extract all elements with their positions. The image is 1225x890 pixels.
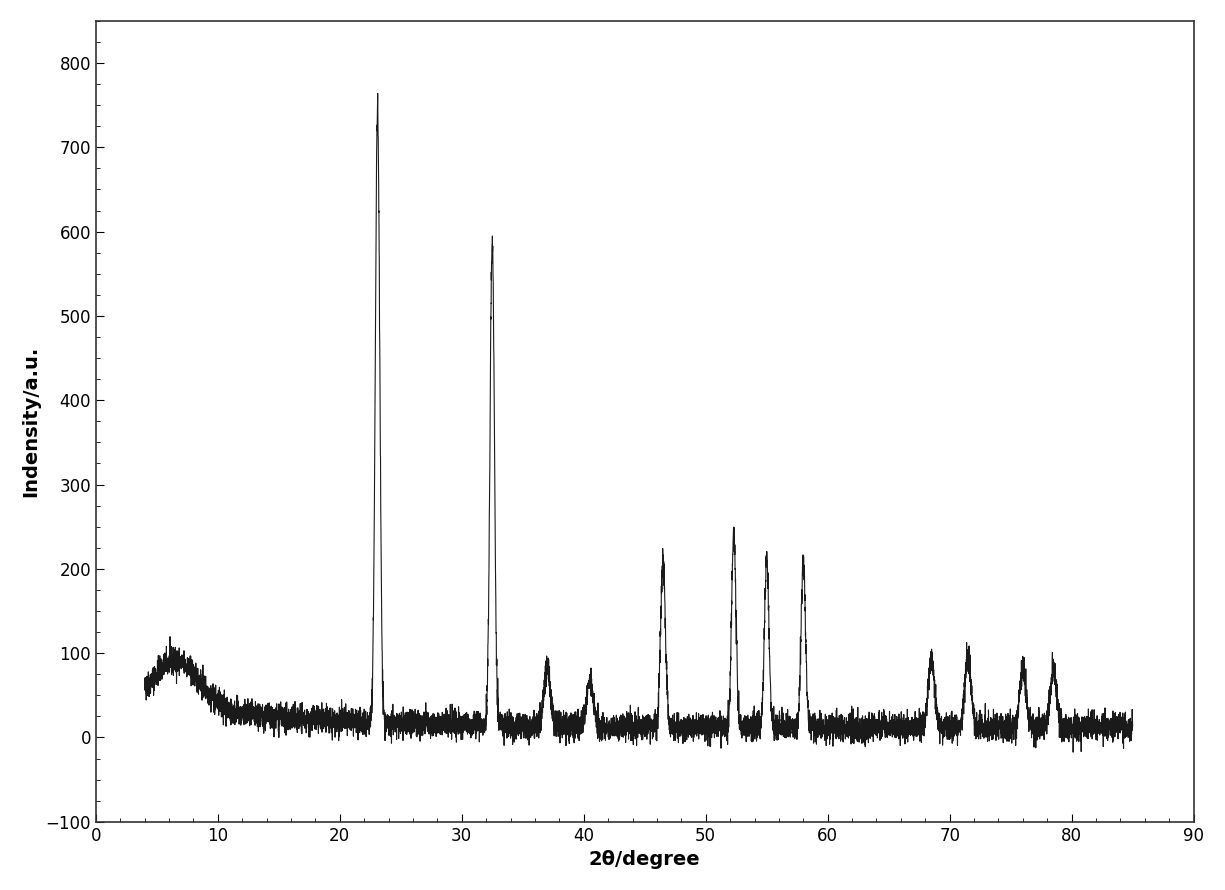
X-axis label: 2θ/degree: 2θ/degree bbox=[589, 850, 701, 870]
Y-axis label: Indensity/a.u.: Indensity/a.u. bbox=[21, 345, 40, 497]
